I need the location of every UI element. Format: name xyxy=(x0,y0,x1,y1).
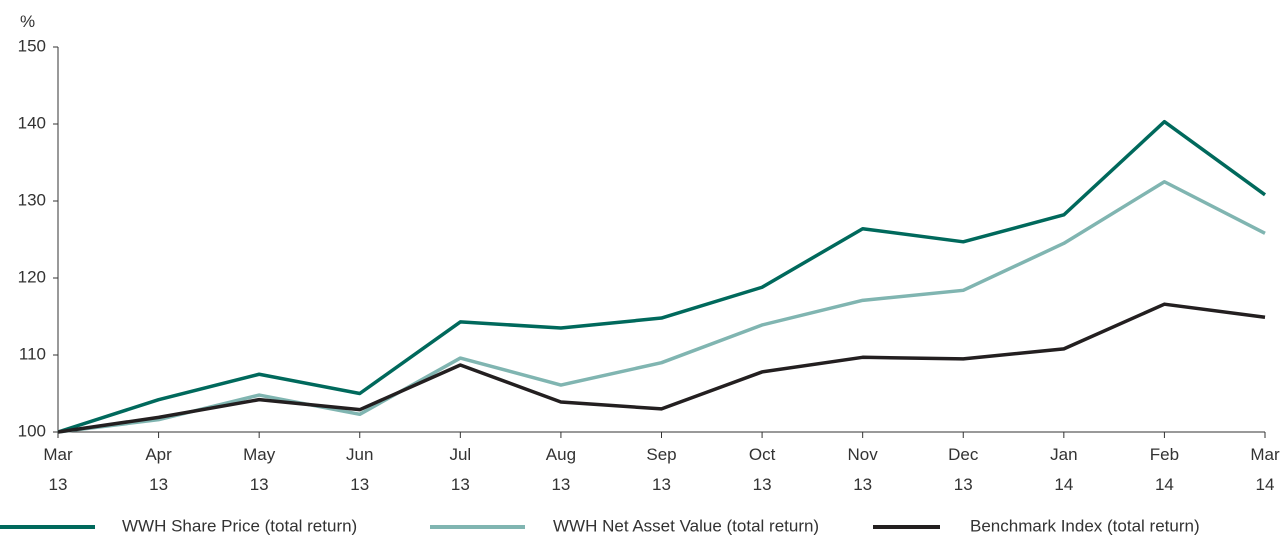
x-tick-label: Nov 13 xyxy=(847,445,878,494)
x-tick-label: Apr 13 xyxy=(145,445,172,494)
x-tick-label: Dec 13 xyxy=(948,445,979,494)
y-tick-label: 150 xyxy=(18,36,46,55)
series-line xyxy=(57,302,1266,434)
legend-label: WWH Net Asset Value (total return) xyxy=(553,516,819,535)
y-tick-label: 140 xyxy=(18,113,46,132)
y-tick-label: 100 xyxy=(18,421,46,440)
y-tick-label: 110 xyxy=(19,344,46,363)
series-line xyxy=(57,119,1267,434)
x-tick-label: Feb 14 xyxy=(1149,445,1180,494)
x-tick-label: Jan 14 xyxy=(1050,445,1078,494)
x-tick-label: Mar 14 xyxy=(1250,445,1280,494)
y-tick-label: 130 xyxy=(18,190,46,209)
x-tick-label: May 13 xyxy=(243,445,276,494)
x-tick-label: Jun 13 xyxy=(346,445,374,494)
legend-label: WWH Share Price (total return) xyxy=(122,516,357,535)
x-tick-label: Sep 13 xyxy=(646,445,677,494)
y-axis-label: % xyxy=(20,12,36,31)
x-tick-label: Jul 13 xyxy=(449,445,472,494)
y-tick-label: 120 xyxy=(18,267,46,286)
x-tick-label: Aug 13 xyxy=(545,445,577,494)
x-tick-label: Oct 13 xyxy=(748,445,776,494)
series-line xyxy=(57,180,1266,434)
x-tick-label: Mar 13 xyxy=(43,445,73,494)
legend-label: Benchmark Index (total return) xyxy=(970,516,1200,535)
